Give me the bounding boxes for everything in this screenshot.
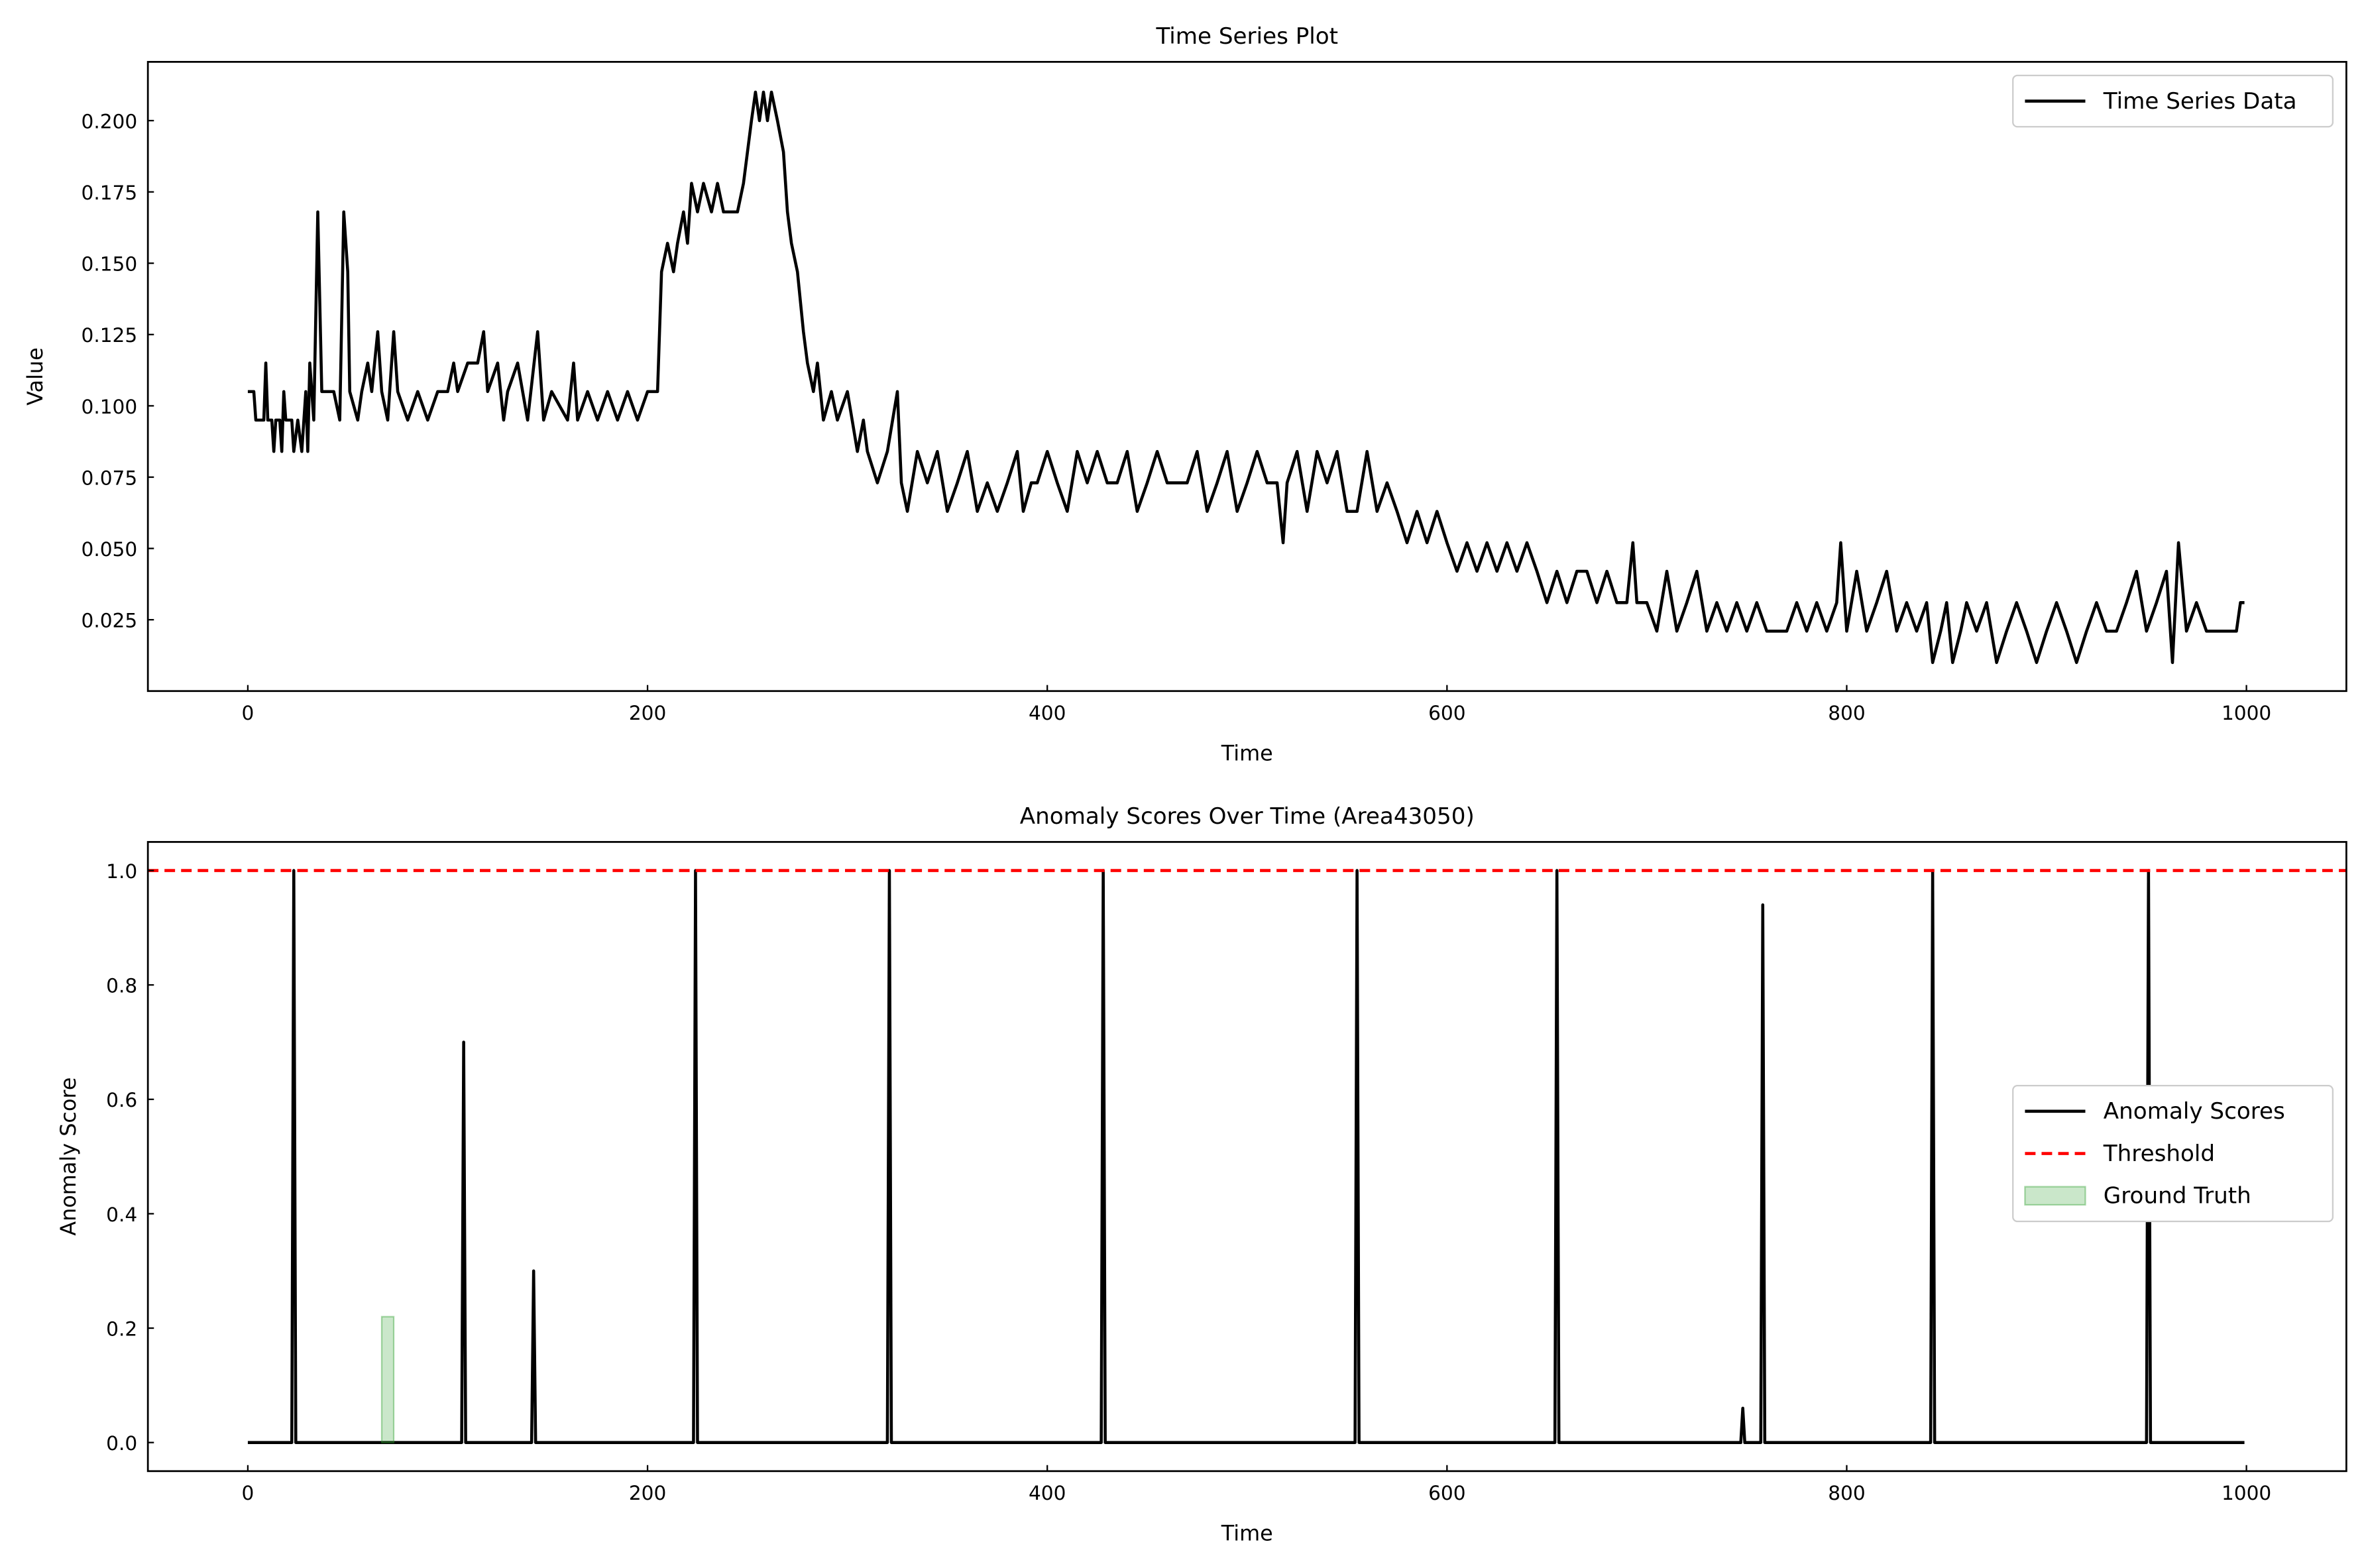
- x-tick-label: 400: [1029, 702, 1066, 724]
- legend-label: Threshold: [2103, 1141, 2215, 1167]
- axes-frame: [146, 841, 2347, 1473]
- x-tick-label: 600: [1428, 1482, 1465, 1504]
- data-line: [247, 869, 2245, 1444]
- y-tick-label: 0.175: [82, 182, 138, 204]
- plot-area: [148, 869, 2347, 1444]
- legend: Time Series Data: [2012, 74, 2334, 128]
- y-tick-label: 0.0: [106, 1432, 137, 1455]
- x-tick-label: 1000: [2222, 1482, 2271, 1504]
- y-tick-label: 0.6: [106, 1089, 137, 1111]
- y-tick-label: 0.4: [106, 1204, 137, 1226]
- axes-frame: [146, 60, 2347, 693]
- y-axis-label: Anomaly Score: [56, 1078, 81, 1236]
- x-tick-label: 1000: [2222, 702, 2271, 724]
- x-tick-label: 800: [1828, 702, 1865, 724]
- y-tick-label: 0.8: [106, 975, 137, 997]
- y-tick-label: 0.100: [82, 396, 138, 418]
- y-tick-label: 0.150: [82, 253, 138, 276]
- legend-label: Ground Truth: [2104, 1183, 2251, 1209]
- x-tick-label: 200: [629, 702, 666, 724]
- x-tick-label: 0: [242, 1482, 254, 1504]
- legend-swatch: [2024, 1186, 2086, 1206]
- y-tick-label: 0.125: [82, 324, 138, 347]
- legend: Anomaly Scores Threshold Ground Truth: [2012, 1084, 2334, 1223]
- x-tick-label: 800: [1828, 1482, 1865, 1504]
- legend-box: [2012, 74, 2334, 128]
- y-tick-label: 0.2: [106, 1317, 137, 1340]
- plot-area: [247, 90, 2245, 664]
- y-axis-label: Value: [23, 347, 48, 406]
- x-tick-label: 0: [242, 702, 254, 724]
- data-line: [247, 90, 2245, 664]
- chart-title: Anomaly Scores Over Time (Area43050): [1020, 803, 1475, 830]
- x-tick-label: 200: [629, 1482, 666, 1504]
- x-axis-label: Time: [1221, 1521, 1273, 1546]
- legend-label: Anomaly Scores: [2104, 1098, 2285, 1125]
- legend-box: [2012, 1084, 2334, 1223]
- y-tick-label: 0.025: [82, 610, 138, 632]
- chart-title: Time Series Plot: [1155, 23, 1338, 50]
- ground-truth-region: [380, 1316, 395, 1443]
- y-tick-label: 1.0: [106, 860, 137, 883]
- x-tick-label: 600: [1428, 702, 1465, 724]
- x-tick-label: 400: [1029, 1482, 1066, 1504]
- y-tick-label: 0.050: [82, 538, 138, 561]
- x-axis-label: Time: [1221, 740, 1273, 765]
- legend-label: Time Series Data: [2103, 88, 2297, 115]
- y-tick-label: 0.200: [82, 110, 138, 133]
- y-tick-label: 0.075: [82, 467, 138, 489]
